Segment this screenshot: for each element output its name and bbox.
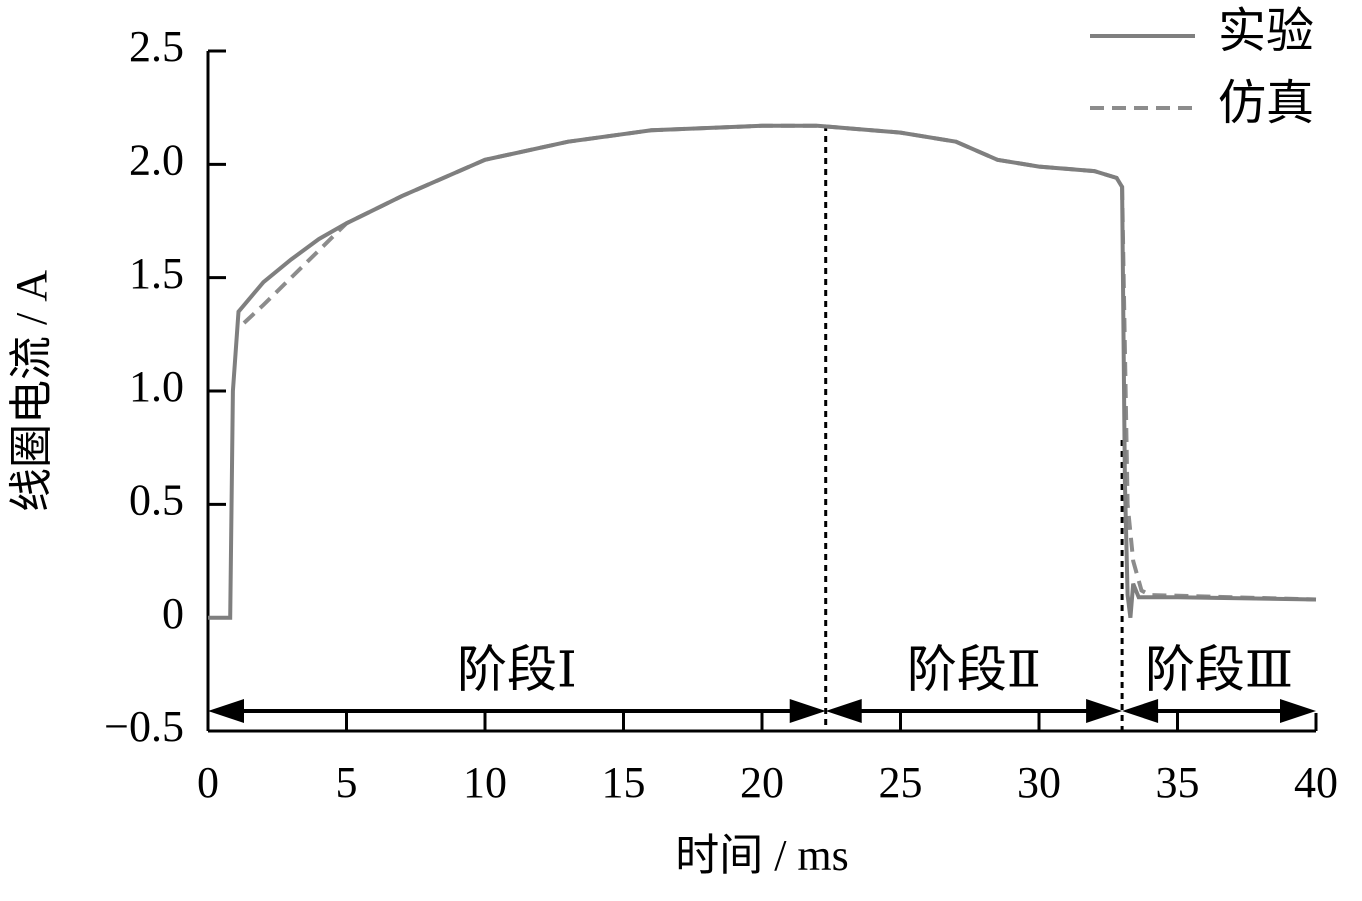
x-tick-label: 40: [1294, 758, 1338, 807]
arrow-head: [1122, 699, 1159, 723]
x-tick-label: 5: [336, 758, 358, 807]
arrow-head: [1280, 699, 1316, 723]
x-tick-label: 35: [1156, 758, 1200, 807]
arrow-head: [1086, 699, 1123, 723]
x-tick-label: 30: [1017, 758, 1061, 807]
x-tick-label: 15: [602, 758, 646, 807]
x-tick-label: 10: [463, 758, 507, 807]
stage-label: 阶段Ⅱ: [907, 641, 1041, 697]
y-tick-label: 0.5: [129, 475, 184, 524]
x-tick-label: 0: [197, 758, 219, 807]
y-tick-label: 2.5: [129, 22, 184, 71]
arrow-head: [825, 699, 862, 723]
stage-label: 阶段Ⅲ: [1145, 641, 1293, 697]
legend-label: 仿真: [1218, 77, 1314, 130]
arrow-head: [789, 699, 826, 723]
y-tick-label: 0: [162, 589, 184, 638]
x-tick-label: 25: [879, 758, 923, 807]
y-tick-label: 2.0: [129, 135, 184, 184]
y-tick-label: 1.5: [129, 249, 184, 298]
series-line: [208, 123, 1317, 620]
legend-label: 实验: [1218, 5, 1314, 58]
y-axis-title: 线圈电流 / A: [7, 270, 56, 512]
arrow-head: [208, 699, 244, 723]
stage-label: 阶段Ⅰ: [457, 641, 577, 697]
x-axis-title: 时间 / ms: [675, 831, 849, 880]
y-tick-label: −0.5: [104, 702, 184, 751]
x-tick-label: 20: [740, 758, 784, 807]
y-tick-label: 1.0: [129, 362, 184, 411]
